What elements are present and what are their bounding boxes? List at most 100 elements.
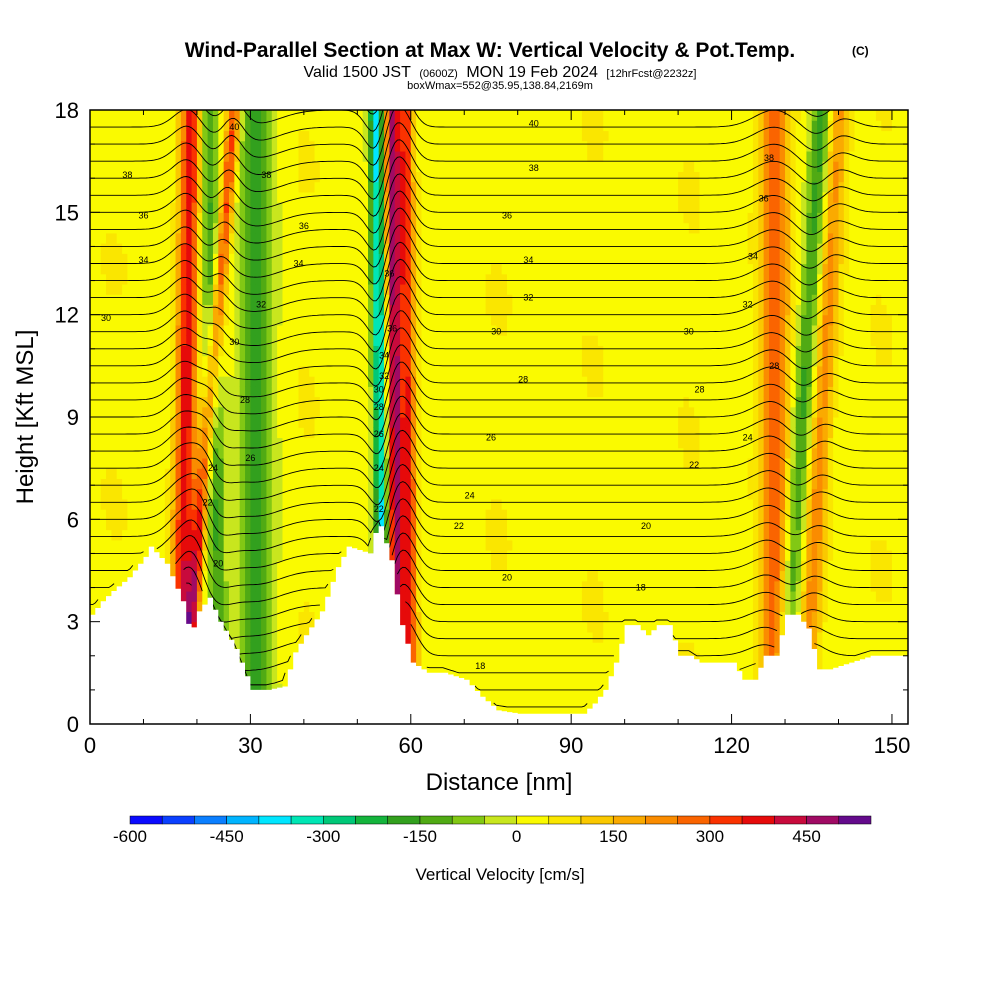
velocity-cell (191, 253, 198, 265)
velocity-cell (523, 120, 530, 132)
velocity-cell (122, 253, 129, 265)
velocity-cell (400, 406, 407, 418)
velocity-cell (186, 120, 193, 132)
velocity-cell (480, 580, 487, 592)
velocity-cell (507, 243, 513, 254)
velocity-cell (154, 212, 161, 224)
velocity-cell (469, 611, 476, 623)
velocity-cell (229, 457, 235, 469)
velocity-cell (239, 447, 246, 459)
velocity-cell (180, 519, 187, 531)
velocity-cell (309, 181, 316, 193)
velocity-cell (357, 529, 364, 541)
velocity-cell (106, 283, 112, 295)
velocity-cell (490, 324, 497, 336)
velocity-cell (330, 570, 337, 582)
velocity-cell (212, 519, 219, 531)
velocity-cell (512, 519, 519, 531)
velocity-cell (426, 406, 433, 418)
velocity-cell (180, 212, 187, 224)
velocity-cell (373, 212, 380, 224)
velocity-cell (282, 560, 289, 572)
velocity-cell (175, 263, 182, 275)
velocity-cell (405, 263, 412, 275)
velocity-cell (357, 457, 364, 469)
velocity-cell (106, 478, 112, 490)
velocity-cell (442, 642, 449, 653)
velocity-cell (458, 181, 465, 193)
velocity-cell (394, 488, 401, 500)
velocity-cell (362, 212, 369, 224)
velocity-cell (180, 314, 187, 326)
velocity-cell (410, 550, 417, 561)
velocity-cell (191, 376, 198, 387)
velocity-cell (212, 243, 219, 254)
velocity-cell (127, 478, 134, 490)
velocity-cell (442, 550, 449, 561)
velocity-cell (400, 427, 407, 439)
velocity-cell (330, 283, 337, 295)
velocity-cell (485, 611, 492, 623)
velocity-cell (453, 550, 460, 561)
velocity-cell (368, 150, 374, 162)
velocity-cell (346, 304, 353, 316)
velocity-cell (368, 396, 374, 408)
velocity-cell (298, 631, 305, 643)
velocity-cell (132, 283, 139, 295)
velocity-cell (138, 263, 145, 275)
velocity-cell (282, 345, 289, 357)
velocity-cell (143, 181, 150, 193)
velocity-cell (282, 263, 289, 275)
velocity-cell (122, 202, 129, 213)
velocity-cell (485, 488, 492, 500)
velocity-cell (138, 232, 145, 244)
velocity-cell (474, 406, 481, 418)
velocity-cell (517, 601, 524, 613)
velocity-cell (255, 580, 262, 592)
velocity-cell (132, 304, 139, 316)
velocity-cell (245, 417, 251, 428)
velocity-cell (314, 570, 321, 582)
velocity-cell (533, 642, 540, 653)
velocity-cell (138, 212, 145, 224)
velocity-cell (394, 150, 401, 162)
velocity-cell (239, 222, 246, 234)
velocity-cell (384, 509, 390, 520)
velocity-cell (368, 498, 374, 510)
velocity-cell (426, 631, 433, 643)
velocity-cell (437, 488, 444, 500)
velocity-cell (90, 232, 96, 244)
velocity-cell (426, 345, 433, 357)
velocity-cell (330, 181, 337, 193)
velocity-cell (116, 120, 123, 132)
velocity-cell (528, 550, 535, 561)
velocity-cell (175, 243, 182, 254)
velocity-cell (202, 232, 209, 244)
velocity-cell (95, 161, 102, 172)
velocity-cell (122, 130, 129, 142)
velocity-cell (496, 232, 503, 244)
velocity-cell (507, 324, 513, 336)
velocity-cell (180, 294, 187, 306)
velocity-cell (469, 294, 476, 306)
velocity-cell (485, 683, 492, 694)
velocity-cell (480, 376, 487, 387)
velocity-cell (148, 529, 155, 541)
velocity-cell (255, 672, 262, 684)
velocity-cell (523, 365, 530, 377)
velocity-cell (335, 324, 342, 336)
velocity-cell (528, 110, 535, 121)
velocity-cell (362, 417, 369, 428)
velocity-cell (346, 478, 353, 490)
velocity-cell (512, 376, 519, 387)
velocity-cell (250, 365, 257, 377)
velocity-cell (464, 642, 471, 653)
velocity-cell (314, 140, 321, 152)
velocity-cell (517, 580, 524, 592)
velocity-cell (202, 580, 209, 592)
velocity-cell (378, 417, 385, 428)
velocity-cell (368, 376, 374, 387)
velocity-cell (164, 509, 171, 520)
velocity-cell (218, 529, 225, 541)
velocity-cell (111, 212, 118, 224)
